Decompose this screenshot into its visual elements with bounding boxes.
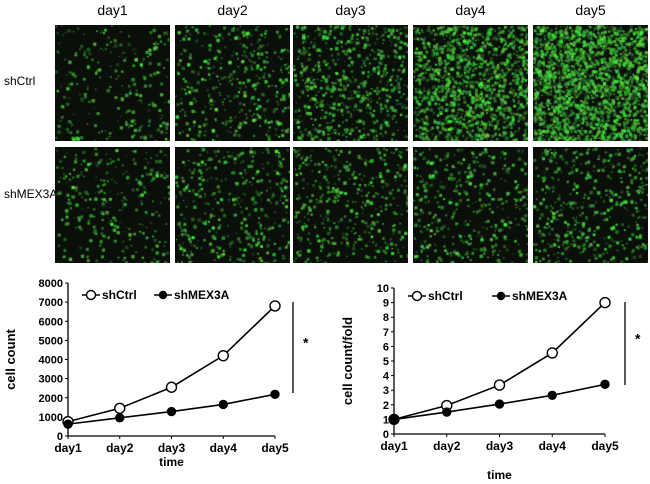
data-point-shCtrl: [114, 402, 126, 414]
y-tick-label: 3000: [39, 374, 63, 386]
y-tick-label: 4000: [39, 355, 63, 367]
y-tick-label: 7: [383, 327, 389, 339]
x-tick-label: day5: [261, 441, 289, 455]
y-tick-label: 5000: [39, 335, 63, 347]
legend-label-shMEX3A: shMEX3A: [174, 288, 230, 302]
y-tick-label: 5: [383, 356, 389, 368]
data-point-shCtrl: [269, 300, 281, 312]
data-point-shCtrl: [599, 296, 611, 309]
micrograph-shMEX3A-day3: [293, 147, 408, 263]
y-tick-label: 6000: [39, 316, 63, 328]
x-tick-label: day2: [433, 439, 461, 453]
y-tick-label: 10: [377, 283, 389, 295]
data-point-shCtrl: [165, 381, 178, 393]
x-tick-label: day5: [591, 439, 619, 453]
significance-asterisk: *: [303, 335, 309, 351]
y-axis-label: cell count: [3, 328, 18, 389]
series-line-shCtrl: [67, 305, 276, 423]
row-label-shmex3a: shMEX3A: [4, 187, 58, 201]
x-axis-label: time: [159, 455, 184, 469]
x-tick-label: day3: [158, 441, 186, 455]
y-tick-label: 6: [383, 341, 389, 353]
micrograph-shCtrl-day4: [413, 25, 528, 141]
column-title-day2: day2: [217, 2, 248, 18]
micrograph-shMEX3A-day2: [175, 147, 290, 263]
x-tick-label: day4: [210, 441, 238, 455]
y-tick-label: 0: [57, 431, 63, 443]
row-label-shctrl: shCtrl: [4, 74, 36, 88]
data-point-shMEX3A: [547, 390, 557, 401]
data-point-shMEX3A: [494, 399, 505, 409]
column-title-day5: day5: [575, 2, 606, 18]
y-tick-label: 2000: [39, 393, 63, 405]
data-point-shMEX3A: [270, 389, 280, 400]
column-title-day4: day4: [455, 2, 486, 18]
significance-asterisk: *: [635, 331, 641, 347]
y-tick-label: 2: [383, 400, 389, 412]
data-point-shMEX3A: [218, 399, 228, 410]
data-point-shMEX3A: [600, 379, 610, 390]
y-tick-label: 8000: [39, 278, 63, 290]
y-tick-label: 9: [383, 298, 389, 310]
data-point-shMEX3A: [389, 414, 399, 425]
data-point-shCtrl: [217, 349, 229, 362]
legend-label-shCtrl: shCtrl: [102, 288, 137, 302]
legend-marker: [496, 291, 506, 301]
x-axis-label: time: [487, 468, 512, 482]
micrograph-shMEX3A-day5: [533, 147, 648, 263]
x-tick-label: day4: [539, 439, 567, 453]
x-tick-label: day1: [54, 441, 82, 455]
micrograph-shMEX3A-day4: [413, 147, 528, 263]
legend-marker: [158, 290, 168, 300]
legend-marker: [85, 289, 97, 301]
data-point-shMEX3A: [115, 413, 125, 423]
micrograph-shCtrl-day2: [175, 25, 290, 141]
y-tick-label: 8: [383, 312, 389, 324]
micrograph-shMEX3A-day1: [55, 147, 170, 263]
column-title-day1: day1: [97, 2, 128, 18]
micrograph-shCtrl-day3: [293, 25, 408, 141]
legend-marker: [411, 290, 423, 302]
data-point-shCtrl: [546, 347, 558, 359]
x-tick-label: day3: [486, 439, 514, 453]
column-title-day3: day3: [335, 2, 366, 18]
legend-label-shCtrl: shCtrl: [428, 289, 463, 303]
data-point-shMEX3A: [442, 407, 452, 417]
x-tick-label: day2: [106, 441, 134, 455]
y-axis-label: cell count/fold: [340, 317, 355, 405]
y-tick-label: 4: [383, 371, 390, 383]
data-point-shMEX3A: [166, 406, 177, 417]
data-point-shMEX3A: [63, 419, 73, 429]
y-tick-label: 0: [383, 429, 389, 441]
y-tick-label: 3: [383, 385, 389, 397]
micrograph-shCtrl-day1: [55, 25, 170, 141]
micrograph-shCtrl-day5: [533, 25, 648, 141]
x-tick-label: day1: [380, 439, 408, 453]
data-point-shCtrl: [493, 379, 506, 391]
legend-label-shMEX3A: shMEX3A: [512, 289, 568, 303]
y-tick-label: 1: [383, 414, 389, 426]
y-tick-label: 7000: [39, 297, 63, 309]
y-tick-label: 1000: [39, 412, 63, 424]
